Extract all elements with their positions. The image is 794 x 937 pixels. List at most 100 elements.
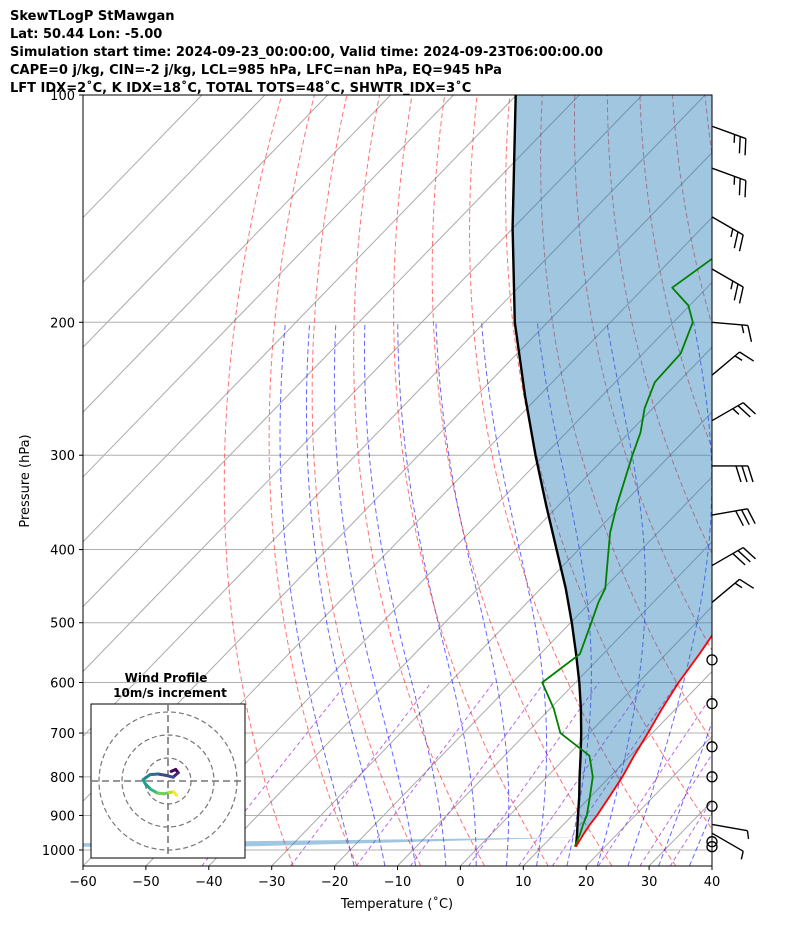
dry-adiabat-line — [704, 95, 712, 158]
isotherm-line — [83, 95, 329, 348]
barb-full-flag — [737, 550, 751, 563]
barb-half-flag — [746, 830, 750, 840]
mixing-ratio-line — [597, 694, 712, 866]
dry-adiabat-line — [606, 95, 712, 555]
barb-full-flag — [747, 325, 753, 342]
mixing-ratio-line — [468, 682, 600, 866]
x-tick-label: −40 — [195, 875, 222, 890]
barb-half-flag — [733, 176, 736, 185]
wind-barb — [711, 167, 747, 198]
isotherm-line — [522, 670, 712, 866]
wind-barb — [712, 465, 754, 483]
y-tick-label: 500 — [50, 617, 75, 632]
barb-staff — [711, 832, 744, 852]
y-tick-label: 900 — [50, 809, 75, 824]
dry-adiabat-line — [311, 95, 422, 866]
x-tick-label: 10 — [515, 875, 532, 890]
calm-wind-circle — [706, 741, 718, 753]
station-title: SkewTLogP StMawgan — [10, 9, 175, 24]
wind-barb — [711, 216, 744, 252]
x-tick-label: −30 — [258, 875, 285, 890]
calm-wind-circle — [706, 800, 718, 812]
dry-adiabat-line — [505, 95, 712, 830]
calm-wind-circle — [706, 698, 718, 710]
barb-full-flag — [737, 405, 751, 418]
y-tick-label: 200 — [50, 316, 75, 331]
barb-full-flag — [733, 283, 739, 301]
wind-barbs — [706, 125, 756, 860]
chart-header: SkewTLogP StMawgan Lat: 50.44 Lon: -5.00… — [10, 8, 603, 98]
dry-adiabat-line — [574, 95, 712, 652]
calm-wind-circle — [706, 771, 718, 783]
isotherm-line — [83, 95, 517, 543]
barb-half-flag — [730, 280, 734, 290]
y-tick-label: 100 — [50, 89, 75, 104]
mixing-ratio-line — [290, 682, 432, 866]
barb-full-flag — [741, 465, 748, 483]
barb-staff — [711, 268, 744, 288]
calm-wind-circle — [706, 654, 718, 666]
y-tick-label: 1000 — [42, 844, 75, 859]
x-tick-label: −20 — [321, 875, 348, 890]
dry-adiabat-line — [268, 95, 358, 866]
station-location: Lat: 50.44 Lon: -5.00 — [10, 27, 163, 42]
wind-barb — [711, 351, 755, 376]
isotherm-line — [83, 95, 454, 478]
x-tick-label: −10 — [384, 875, 411, 890]
barb-full-flag — [747, 465, 754, 483]
hodograph-segment — [172, 790, 178, 797]
y-tick-label: 700 — [50, 727, 75, 742]
isotherm-line — [83, 95, 580, 608]
isotherm-line — [460, 605, 712, 866]
barb-full-flag — [742, 547, 756, 560]
isotherm-line — [397, 541, 712, 866]
moist-adiabat-line — [536, 322, 592, 866]
barb-full-flag — [739, 351, 755, 362]
wind-barb — [711, 268, 744, 304]
isotherm-line — [83, 95, 391, 413]
barb-half-flag — [741, 324, 745, 334]
wind-barb — [711, 508, 756, 527]
barb-full-flag — [735, 465, 742, 483]
x-axis-label: Temperature (˚C) — [340, 896, 453, 912]
y-tick-label: 600 — [50, 677, 75, 692]
barb-staff — [711, 216, 744, 236]
axis-ticks: −60 −50 −40 −30 −20 −10 0 10 20 30 40 1000 900 800 700… — [42, 89, 720, 890]
calm-wind-circle — [706, 836, 718, 848]
barb-half-flag — [740, 851, 744, 860]
sounding-profiles — [83, 95, 712, 848]
dry-adiabat-line — [393, 95, 549, 866]
mixing-ratio-line — [409, 682, 545, 866]
barb-staff — [711, 125, 747, 140]
barb-full-flag — [738, 234, 744, 252]
barb-full-flag — [744, 138, 747, 156]
barb-full-flag — [739, 578, 755, 589]
x-tick-label: −60 — [69, 875, 96, 890]
dry-adiabat-line — [353, 95, 485, 866]
dry-adiabat-line — [540, 95, 712, 743]
x-tick-label: 40 — [704, 875, 721, 890]
isotherm-line — [83, 95, 266, 284]
moist-adiabat-line — [658, 720, 712, 866]
barb-staff — [711, 351, 741, 376]
dry-adiabat-line — [770, 95, 794, 866]
mixing-ratio-line — [551, 682, 678, 866]
stability-indices: LFT IDX=2˚C, K IDX=18˚C, TOTAL TOTS=48˚C… — [10, 81, 472, 96]
isotherm-line — [585, 735, 712, 866]
mixing-ratio-line — [669, 799, 712, 866]
moist-adiabat-line — [397, 322, 477, 866]
convective-parameters: CAPE=0 j/kg, CIN=-2 j/kg, LCL=985 hPa, L… — [10, 63, 502, 78]
y-tick-label: 400 — [50, 544, 75, 559]
barb-full-flag — [733, 231, 739, 249]
moist-adiabat-line — [720, 322, 794, 866]
barb-full-flag — [742, 402, 756, 415]
wind-barb — [711, 402, 756, 422]
y-axis-label: Pressure (hPa) — [18, 434, 33, 527]
barb-full-flag — [738, 136, 741, 154]
isotherm-line — [271, 411, 712, 866]
cin-shaded-area — [83, 95, 712, 847]
moist-adiabat-line — [435, 322, 510, 866]
barb-full-flag — [738, 286, 744, 304]
dry-adiabat-line — [223, 95, 294, 866]
